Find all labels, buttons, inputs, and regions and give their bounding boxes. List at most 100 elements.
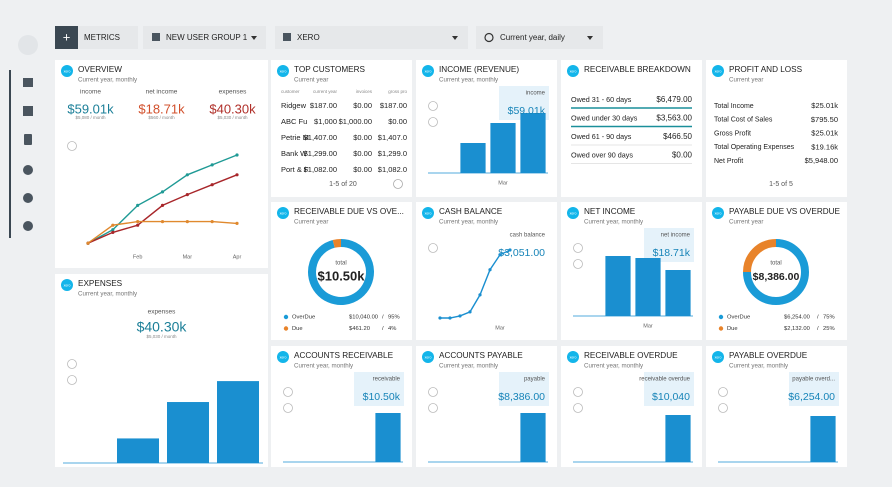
brand-logo: [712, 207, 724, 219]
card-subtitle: Current year, monthly: [294, 363, 354, 370]
nav-icon-dashboard[interactable]: [23, 106, 33, 116]
bar: [490, 123, 516, 173]
metric-label: income: [80, 89, 101, 96]
nav-icon-report[interactable]: [24, 134, 32, 145]
nav-icon-info[interactable]: [23, 221, 33, 231]
table-cell: $1,000.00: [339, 117, 372, 126]
period-label: Current year, daily: [500, 33, 565, 42]
x-tick-label: Apr: [233, 254, 242, 260]
row-label: Owed over 90 days: [571, 150, 633, 159]
point: [235, 153, 239, 157]
point: [235, 173, 239, 177]
brand-logo: [422, 65, 434, 77]
card-title: RECEIVABLE DUE VS OVE...: [294, 207, 404, 216]
card: [271, 60, 412, 197]
zoom-icon: [573, 259, 583, 269]
brand-text: xero: [570, 211, 577, 215]
brand-text: xero: [425, 355, 432, 359]
value-highlight: [354, 372, 404, 406]
legend-amount: $461.20: [349, 326, 370, 332]
zoom-icon: [718, 403, 728, 413]
brand-logo: [422, 351, 434, 363]
source-select[interactable]: [275, 26, 468, 49]
row-value: $0.00: [672, 151, 693, 160]
row-value: $19.16k: [811, 142, 838, 151]
metric-label: income: [526, 91, 546, 97]
row-value: $5,948.00: [805, 156, 838, 165]
metric-label: receivable: [373, 377, 401, 383]
nav-icon-plugin[interactable]: [23, 193, 33, 203]
brand-logo: [567, 351, 579, 363]
point: [210, 163, 214, 167]
group-icon: [152, 33, 160, 41]
brand-logo: [422, 207, 434, 219]
card-title: PROFIT AND LOSS: [729, 65, 803, 74]
point: [86, 241, 90, 245]
row-label: Total Income: [714, 103, 754, 110]
column-header: current year: [313, 89, 338, 94]
table-cell: Petrie M: [281, 133, 309, 142]
legend-label: OverDue: [727, 315, 750, 321]
metric-label: receivable overdue: [639, 377, 690, 383]
metric-note: $5,030 / month: [217, 115, 248, 120]
pager-next[interactable]: [393, 179, 403, 189]
point: [185, 173, 189, 177]
donut-label: total: [335, 261, 346, 267]
card-title: ACCOUNTS RECEIVABLE: [294, 351, 394, 360]
point: [458, 314, 462, 318]
card-title: EXPENSES: [78, 279, 123, 288]
point: [185, 220, 189, 224]
group-select[interactable]: [143, 26, 266, 49]
nav-icon-user[interactable]: [23, 165, 33, 175]
point: [210, 183, 214, 187]
bar: [665, 270, 691, 316]
point: [478, 293, 482, 297]
table-cell: $1,299.00: [304, 149, 337, 158]
legend-percent: 95%: [388, 315, 400, 321]
point: [235, 221, 239, 225]
metric-label: expenses: [219, 89, 248, 96]
metric-value: $8,386.00: [498, 391, 545, 403]
metric-note: $560 / month: [148, 115, 175, 120]
row-label: Net Profit: [714, 158, 743, 165]
brand-text: xero: [425, 69, 432, 73]
add-button[interactable]: [55, 26, 78, 49]
card-subtitle: Current year: [729, 77, 763, 84]
card-subtitle: Current year: [294, 219, 328, 226]
metric-value: $10.50k: [363, 391, 401, 403]
toolbar: + METRICS NEW USER GROUP 1 XERO Current …: [55, 26, 603, 49]
row-value: $25.01k: [811, 129, 838, 138]
point: [498, 253, 502, 257]
table-cell: $1,000: [314, 117, 337, 126]
bar: [167, 402, 209, 463]
caret: [452, 36, 458, 40]
table-cell: Port & F: [281, 165, 309, 174]
metric-value: $40.30k: [209, 101, 256, 116]
brand-text: xero: [64, 69, 71, 73]
donut-label: total: [770, 261, 781, 267]
legend-percent: 75%: [823, 315, 835, 321]
bar: [605, 256, 631, 316]
zoom-icon: [573, 403, 583, 413]
brand-text: xero: [64, 283, 71, 287]
legend-percent: 4%: [388, 326, 396, 332]
point: [448, 316, 452, 320]
point: [468, 310, 472, 314]
legend-amount: $10,040.00: [349, 315, 378, 321]
series-line: [440, 249, 511, 319]
period-select[interactable]: [476, 26, 603, 49]
bar: [635, 258, 661, 316]
card: [706, 60, 847, 197]
table-cell: $0.00: [353, 165, 372, 174]
legend-separator: /: [382, 315, 384, 321]
metrics-button[interactable]: [78, 26, 138, 49]
x-tick-label: Feb: [133, 254, 142, 260]
nav-icon-bank[interactable]: [23, 78, 33, 87]
table-cell: $1,082.0: [378, 165, 407, 174]
add-icon: +: [63, 29, 71, 44]
brand-text: xero: [280, 355, 287, 359]
card-subtitle: Current year, monthly: [584, 363, 644, 370]
x-tick-label: Mar: [498, 180, 508, 186]
value-highlight: [499, 372, 549, 406]
bar: [520, 113, 546, 173]
